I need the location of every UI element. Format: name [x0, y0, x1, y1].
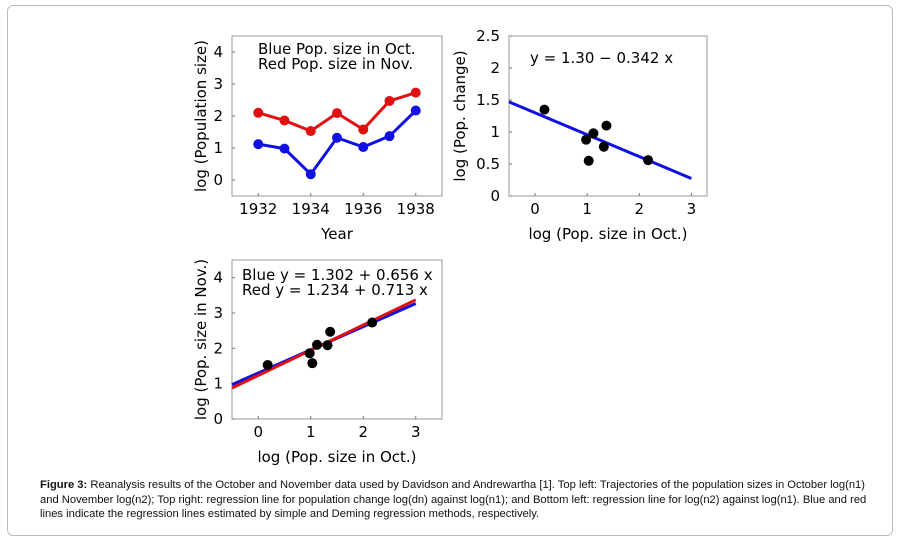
data-point	[332, 132, 342, 143]
data-point	[601, 120, 612, 131]
x-tick-label: 3	[411, 423, 421, 441]
equation-annotation: y = 1.30 − 0.342 x	[530, 49, 673, 67]
y-tick-label: 0	[490, 187, 500, 205]
data-point	[583, 155, 594, 166]
y-axis-label: log (Pop. change)	[451, 50, 469, 181]
data-point	[262, 359, 273, 370]
x-tick-label: 1936	[344, 200, 382, 218]
data-point	[253, 139, 264, 150]
data-point	[410, 87, 421, 98]
y-tick-label: 0	[213, 410, 223, 428]
data-point	[410, 105, 421, 116]
legend-entry: Blue Pop. size in Oct.	[258, 40, 416, 58]
data-point	[322, 340, 333, 351]
data-point	[332, 108, 342, 119]
x-axis-label: log (Pop. size in Oct.)	[257, 448, 416, 466]
figure-caption: Figure 3: Reanalysis results of the Octo…	[40, 478, 870, 522]
x-tick-label: 1	[582, 200, 592, 218]
y-tick-label: 2	[213, 339, 223, 357]
plot-area	[508, 35, 708, 197]
data-point	[581, 134, 592, 145]
y-tick-label: 2.5	[476, 27, 500, 45]
y-tick-label: 4	[213, 269, 223, 287]
x-tick-label: 0	[253, 423, 263, 441]
y-axis-label: log (Population size)	[192, 40, 210, 192]
legend-entry: Red Pop. size in Nov.	[258, 55, 413, 73]
equation-annotation: Red y = 1.234 + 0.713 x	[242, 281, 428, 299]
data-point	[367, 317, 378, 328]
data-point	[279, 143, 290, 154]
plot-area	[231, 259, 443, 420]
x-tick-label: 1934	[292, 200, 330, 218]
data-point	[539, 104, 550, 115]
data-point	[305, 126, 316, 137]
x-axis-label: log (Pop. size in Oct.)	[528, 225, 687, 243]
y-tick-label: 1	[213, 139, 223, 157]
x-tick-label: 3	[687, 200, 697, 218]
y-tick-label: 4	[213, 43, 223, 61]
equation-annotation: Blue y = 1.302 + 0.656 x	[242, 266, 433, 284]
y-tick-label: 2	[213, 107, 223, 125]
regression-line	[508, 100, 692, 180]
y-tick-label: 0.5	[476, 155, 500, 173]
x-axis-label: Year	[320, 225, 354, 243]
x-tick-label: 0	[530, 200, 540, 218]
data-point	[643, 155, 654, 166]
x-tick-label: 1932	[239, 200, 277, 218]
x-tick-label: 2	[358, 423, 368, 441]
caption-text: Reanalysis results of the October and No…	[40, 479, 867, 520]
data-point	[384, 131, 395, 142]
data-point	[305, 169, 316, 180]
y-tick-label: 3	[213, 75, 223, 93]
x-tick-label: 2	[634, 200, 644, 218]
y-tick-label: 1	[490, 123, 500, 141]
data-point	[307, 358, 318, 369]
y-axis-label: log (Pop. size in Nov.)	[192, 259, 210, 420]
x-tick-label: 1938	[397, 200, 435, 218]
data-point	[279, 115, 290, 126]
y-tick-label: 2	[490, 59, 500, 77]
data-point	[358, 142, 369, 153]
y-tick-label: 0	[213, 171, 223, 189]
data-point	[598, 141, 609, 152]
y-tick-label: 1	[213, 375, 223, 393]
y-tick-label: 3	[213, 304, 223, 322]
y-tick-label: 1.5	[476, 91, 500, 109]
data-point	[384, 95, 395, 106]
caption-label: Figure 3:	[40, 479, 88, 491]
data-point	[253, 107, 264, 118]
data-point	[304, 348, 315, 359]
data-point	[588, 128, 599, 139]
data-point	[325, 326, 336, 337]
figure-frame	[7, 5, 893, 536]
data-point	[358, 124, 369, 135]
data-point	[312, 339, 323, 350]
x-tick-label: 1	[306, 423, 316, 441]
